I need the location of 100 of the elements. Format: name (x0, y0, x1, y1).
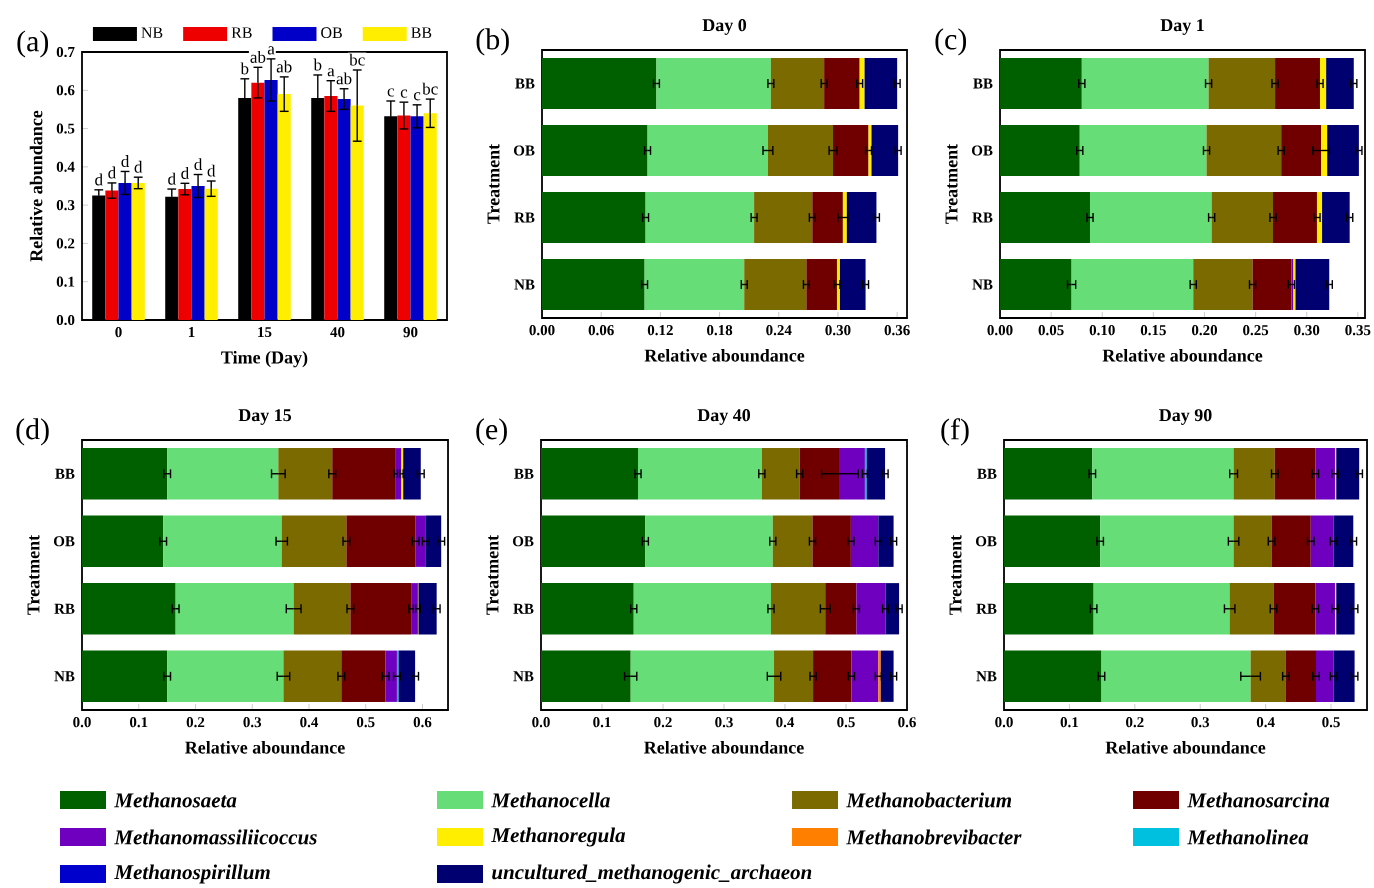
bar (1081, 58, 1209, 109)
bar (332, 448, 396, 500)
bar (1271, 515, 1311, 567)
data-label: c (400, 89, 408, 98)
bar (812, 192, 843, 243)
bar (1229, 583, 1274, 635)
data-label: b (313, 58, 322, 71)
bar (812, 515, 851, 567)
y-tick-label: RB (514, 212, 535, 223)
bar (656, 58, 771, 109)
bar (1092, 448, 1234, 500)
data-label: d (194, 158, 203, 171)
x-axis-title: Relative aboundance (1105, 740, 1266, 754)
bar (1275, 58, 1321, 109)
bar (1320, 58, 1327, 109)
x-axis-title: Relative aboundance (1102, 348, 1263, 362)
x-tick-label: 0.3 (715, 717, 733, 728)
bar (541, 583, 634, 635)
bar (324, 96, 338, 320)
data-label: d (108, 166, 116, 179)
bar (1000, 259, 1072, 310)
bar (1315, 448, 1335, 500)
data-label: d (207, 164, 216, 177)
bar (1273, 192, 1317, 243)
bar (397, 115, 411, 320)
bar (806, 259, 837, 310)
legend-label: Methanoregula (491, 827, 626, 847)
x-tick-label: 0.1 (593, 717, 611, 728)
bar (866, 448, 886, 500)
bar (864, 58, 898, 109)
bar (813, 650, 852, 702)
bar (633, 583, 771, 635)
y-tick-label: BB (514, 468, 534, 479)
x-tick-label: 40 (330, 327, 345, 338)
bar (851, 650, 879, 702)
bar (350, 583, 412, 635)
bar (178, 189, 192, 320)
data-label: bc (349, 53, 365, 66)
legend-label: Methanosarcina (1187, 792, 1330, 808)
bar (293, 583, 351, 635)
x-axis-title: Relative aboundance (644, 740, 804, 754)
y-tick-label: 0.1 (56, 276, 75, 287)
legend-label: Methanomassiliicoccus (114, 829, 317, 845)
bar (403, 448, 421, 500)
x-tick-label: 0.06 (588, 325, 614, 336)
bar (204, 188, 218, 320)
bar (878, 515, 894, 567)
x-tick-label: 0.00 (529, 325, 555, 336)
bar (163, 515, 282, 567)
x-tick-label: 0.30 (825, 325, 851, 336)
data-label: c (387, 88, 395, 97)
y-axis-title: Relative abundance (29, 110, 43, 262)
text: (a) (17, 30, 49, 58)
data-label: d (134, 160, 143, 173)
bar (341, 650, 386, 702)
bar (1000, 192, 1090, 243)
bar (1281, 125, 1322, 176)
bar (82, 650, 168, 702)
bar (770, 583, 826, 635)
bar (630, 650, 775, 702)
x-tick-label: 0.35 (1345, 325, 1371, 336)
bar (1327, 125, 1359, 176)
x-tick-label: 1 (188, 327, 195, 337)
bar (1089, 192, 1212, 243)
bar (1250, 650, 1286, 702)
bar (1252, 259, 1292, 310)
y-tick-label: NB (513, 671, 534, 682)
x-axis-title: Relative aboundance (185, 740, 345, 754)
bar (856, 583, 886, 635)
legend-label: NB (141, 27, 163, 38)
y-tick-label: BB (977, 468, 997, 479)
bar (542, 259, 645, 310)
bar (885, 583, 900, 635)
y-tick-label: OB (512, 536, 534, 547)
y-tick-label: 0.0 (56, 314, 75, 326)
bar (418, 583, 437, 635)
y-axis-title: Treatment (486, 534, 499, 615)
data-label: d (181, 166, 189, 179)
text: (c) (935, 28, 967, 56)
bar (1274, 448, 1316, 500)
bar (1079, 125, 1207, 176)
bar (541, 650, 631, 702)
bar (761, 448, 800, 500)
legend-label: uncultured_methanogenic_archaeon (492, 864, 812, 884)
bar (744, 259, 807, 310)
y-tick-label: 0.4 (56, 161, 75, 172)
x-tick-label: 0.6 (898, 717, 916, 728)
bar (1206, 125, 1282, 176)
bar (264, 79, 278, 320)
y-tick-label: OB (972, 145, 993, 156)
bar (385, 650, 397, 702)
chart-title: Day 0 (702, 19, 747, 35)
data-label: bc (422, 82, 438, 95)
data-label: ab (250, 50, 266, 63)
y-axis-title: Treatment (487, 143, 500, 224)
bar (754, 192, 813, 243)
bar (1295, 259, 1330, 310)
bar (277, 94, 291, 320)
bar (645, 192, 755, 243)
x-axis-title: Relative aboundance (644, 348, 805, 362)
